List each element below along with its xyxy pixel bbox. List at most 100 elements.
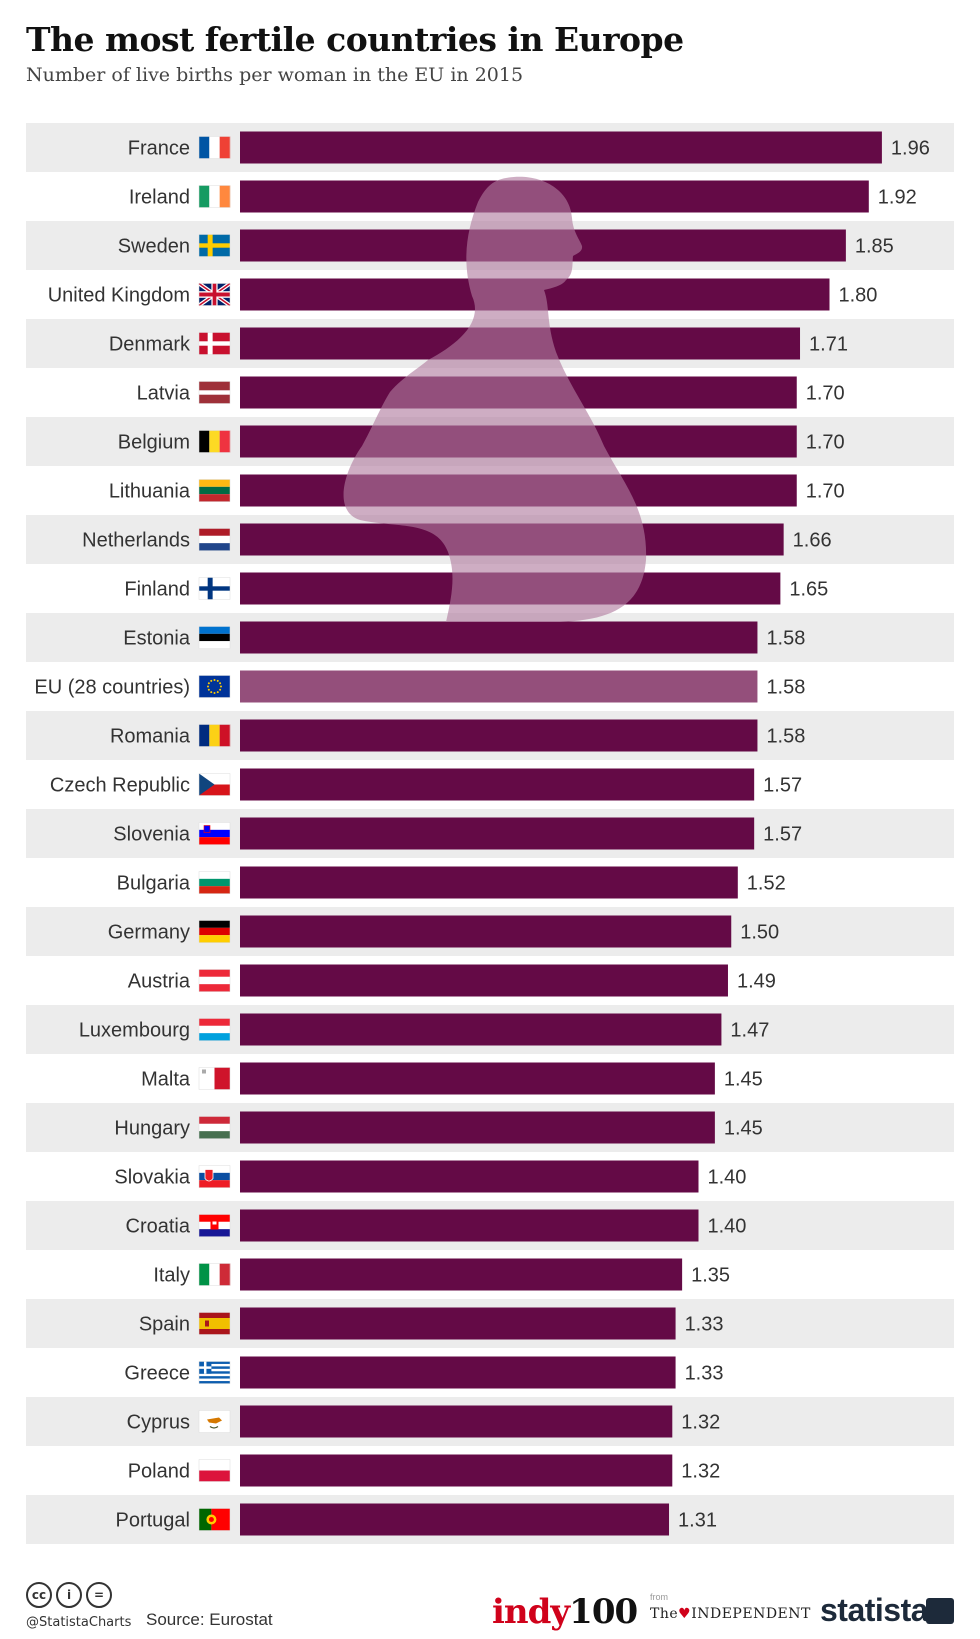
category-label: Czech Republic (50, 775, 190, 797)
flag-hungary-icon (198, 1116, 231, 1139)
category-label: Spain (139, 1314, 190, 1336)
category-label: France (128, 138, 190, 160)
value-label: 1.45 (724, 1118, 763, 1140)
value-label: 1.40 (708, 1216, 747, 1238)
category-label: Slovakia (114, 1167, 190, 1189)
silhouette-body (343, 176, 647, 622)
value-label: 1.58 (766, 677, 805, 699)
category-label: Sweden (118, 236, 190, 258)
value-label: 1.57 (763, 824, 802, 846)
value-label: 1.57 (763, 775, 802, 797)
value-label: 1.35 (691, 1265, 730, 1287)
value-label: 1.45 (724, 1069, 763, 1091)
flag-belgium-icon (198, 430, 231, 453)
flag-finland-icon (198, 577, 231, 600)
row-labels: France 1.96 Ireland 1.92 Sweden 1.85 United Ki… (34, 136, 930, 1532)
bar-czech-republic (240, 768, 755, 801)
flag-eu-icon (198, 675, 231, 698)
value-label: 1.33 (685, 1363, 724, 1385)
category-label: Croatia (126, 1216, 191, 1238)
chart-title: The most fertile countries in Europe (26, 20, 684, 59)
statista-logo-icon (926, 1598, 954, 1624)
independent-logo-name: INDEPENDENT (691, 1606, 811, 1622)
flag-denmark-icon (198, 332, 231, 355)
flag-czech-republic-icon (198, 773, 231, 796)
value-label: 1.50 (740, 922, 779, 944)
bar-hungary (240, 1111, 715, 1144)
bar-estonia (240, 621, 758, 654)
category-label: Greece (124, 1363, 190, 1385)
flag-lithuania-icon (198, 479, 231, 502)
flag-germany-icon (198, 920, 231, 943)
bar-eu-28-countries (240, 670, 758, 703)
bar-france (240, 131, 882, 164)
category-label: Romania (110, 726, 191, 748)
flag-portugal-icon (198, 1508, 231, 1531)
category-label: Slovenia (113, 824, 191, 846)
value-label: 1.58 (766, 726, 805, 748)
value-label: 1.40 (708, 1167, 747, 1189)
value-label: 1.49 (737, 971, 776, 993)
indy100-logo-number: 100 (569, 1592, 638, 1632)
category-label: Latvia (137, 383, 191, 405)
flag-france-icon (198, 136, 231, 159)
bar-cyprus (240, 1405, 673, 1438)
category-label: EU (28 countries) (34, 677, 190, 699)
bar-spain (240, 1307, 676, 1340)
license-icons: cc i = (26, 1582, 112, 1608)
value-label: 1.58 (766, 628, 805, 650)
value-label: 1.32 (681, 1461, 720, 1483)
indy100-logo: indy100 (492, 1592, 638, 1632)
value-label: 1.32 (681, 1412, 720, 1434)
bar-luxembourg (240, 1013, 722, 1046)
the-independent-logo: The♥INDEPENDENT (650, 1606, 811, 1622)
category-label: Italy (153, 1265, 190, 1287)
creative-commons-icon: cc (26, 1582, 52, 1608)
no-derivatives-icon: = (86, 1582, 112, 1608)
value-label: 1.52 (747, 873, 786, 895)
bar-austria (240, 964, 728, 997)
bar-bulgaria (240, 866, 738, 899)
category-label: Malta (141, 1069, 191, 1091)
bar-portugal (240, 1503, 670, 1536)
flag-italy-icon (198, 1263, 231, 1286)
category-label: United Kingdom (48, 285, 190, 307)
flag-bulgaria-icon (198, 871, 231, 894)
category-label: Austria (128, 971, 191, 993)
category-label: Ireland (129, 187, 190, 209)
category-label: Portugal (116, 1510, 191, 1532)
bar-greece (240, 1356, 676, 1389)
value-label: 1.33 (685, 1314, 724, 1336)
attribution-icon: i (56, 1582, 82, 1608)
source-note: Source: Eurostat (146, 1610, 273, 1629)
indy100-logo-text: indy (492, 1592, 570, 1632)
flag-united-kingdom-icon (197, 281, 232, 308)
pregnant-woman-silhouette-icon (343, 176, 647, 622)
flag-greece-icon (198, 1361, 231, 1384)
category-label: Cyprus (127, 1412, 190, 1434)
bar-poland (240, 1454, 673, 1487)
value-label: 1.70 (806, 383, 845, 405)
category-label: Germany (108, 922, 190, 944)
flag-sweden-icon (198, 234, 231, 257)
value-label: 1.92 (878, 187, 917, 209)
independent-logo-the: The (650, 1606, 679, 1622)
flag-netherlands-icon (198, 528, 231, 551)
flag-ireland-icon (198, 185, 231, 208)
footer: cc i = @StatistaCharts Source: Eurostat … (0, 1570, 980, 1639)
category-label: Luxembourg (79, 1020, 190, 1042)
flag-latvia-icon (198, 381, 231, 404)
flag-slovenia-icon (198, 822, 231, 845)
value-label: 1.66 (793, 530, 832, 552)
category-label: Lithuania (109, 481, 191, 503)
value-label: 1.85 (855, 236, 894, 258)
value-label: 1.70 (806, 432, 845, 454)
value-label: 1.80 (839, 285, 878, 307)
category-label: Estonia (123, 628, 191, 650)
value-label: 1.31 (678, 1510, 717, 1532)
flag-croatia-icon (198, 1214, 231, 1237)
from-label: from (650, 1592, 668, 1602)
bar-slovakia (240, 1160, 699, 1193)
bar-malta (240, 1062, 715, 1095)
